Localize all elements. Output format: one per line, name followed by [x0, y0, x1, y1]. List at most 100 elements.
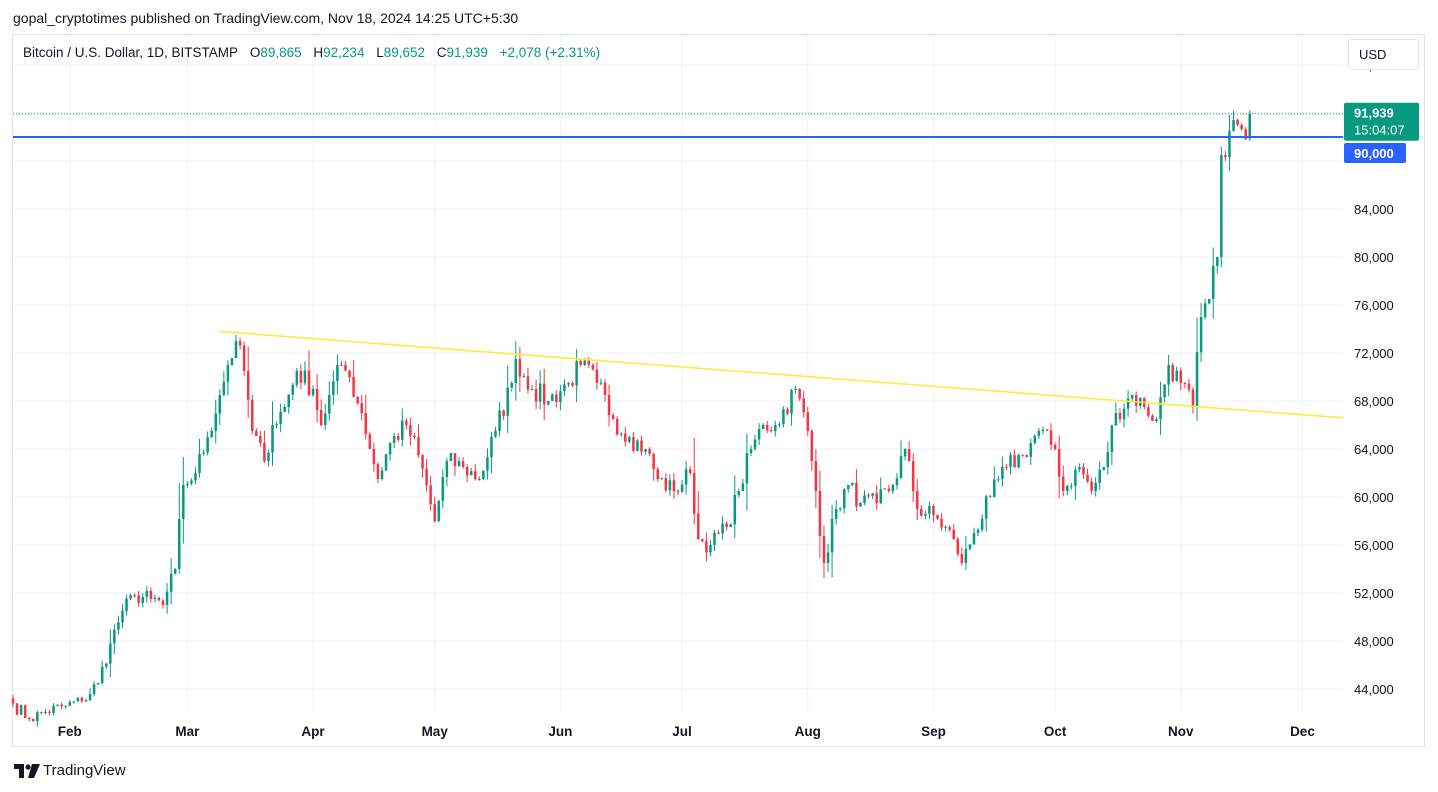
candle-body	[1114, 413, 1118, 426]
candle-body	[518, 359, 522, 377]
candle-body	[838, 508, 842, 510]
candle-body	[1102, 467, 1106, 470]
candle-body	[125, 598, 128, 611]
candle-body	[551, 394, 554, 401]
candle-body	[603, 382, 607, 396]
candle-body	[794, 389, 797, 391]
trendline	[219, 330, 1344, 419]
candle-body	[453, 453, 457, 467]
candle-body	[1122, 408, 1126, 420]
candle-body	[583, 360, 586, 365]
open-value: 89,865	[260, 45, 302, 60]
candle-body	[834, 509, 838, 519]
candle-body	[1220, 155, 1223, 257]
symbol-title[interactable]: Bitcoin / U.S. Dollar, 1D, BITSTAMP	[23, 45, 239, 60]
candle-body	[279, 411, 282, 425]
low-label: L	[376, 45, 384, 60]
candle-body	[401, 420, 404, 440]
candle-body	[1151, 415, 1154, 421]
y-tick-label: 76,000	[1354, 298, 1394, 313]
candle-body	[1224, 155, 1227, 158]
candle-body	[1211, 265, 1215, 299]
candle-body	[680, 484, 684, 492]
candle-body	[920, 509, 923, 516]
candle-body	[76, 697, 80, 702]
candle-body	[417, 437, 420, 455]
candle-body	[607, 395, 611, 416]
candle-body	[1070, 485, 1073, 487]
candle-body	[1240, 125, 1243, 130]
candle-body	[980, 518, 984, 530]
candle-body	[668, 480, 672, 491]
candle-body	[1203, 303, 1207, 317]
candle-body	[903, 449, 907, 457]
candle-body	[782, 409, 785, 425]
candle-body	[542, 383, 546, 405]
candle-body	[672, 480, 676, 491]
chart-overlays: 91,939 15:04:07 90,000	[13, 102, 1419, 419]
candle-body	[1017, 454, 1020, 468]
x-tick-label: Oct	[1044, 724, 1067, 739]
high-label: H	[313, 45, 324, 60]
candle-body	[717, 532, 720, 534]
last-price-label: 91,939	[1354, 106, 1394, 121]
chart-grid	[13, 35, 1343, 713]
candle-body	[559, 391, 562, 402]
candle-body	[883, 488, 887, 490]
candle-body	[741, 483, 745, 491]
candle-body	[1078, 467, 1081, 470]
last-price-tag	[1344, 102, 1419, 141]
candle-body	[948, 527, 951, 530]
candle-body	[425, 468, 428, 486]
x-tick-label: Jun	[548, 724, 572, 739]
candle-body	[745, 453, 749, 484]
candle-body	[891, 485, 895, 492]
candle-body	[737, 491, 741, 496]
candle-body	[636, 440, 639, 451]
candle-body	[283, 407, 286, 412]
candle-body	[936, 515, 939, 519]
candle-body	[656, 469, 659, 479]
candle-body	[765, 425, 769, 431]
candle-body	[186, 483, 189, 485]
candle-body	[810, 431, 814, 462]
candle-body	[1155, 419, 1158, 421]
candle-body	[733, 495, 737, 525]
candle-body	[1098, 469, 1101, 483]
candle-body	[259, 436, 262, 443]
candle-body	[761, 425, 765, 430]
chart-frame	[12, 34, 1425, 747]
candle-body	[1106, 451, 1110, 467]
candle-body	[611, 415, 615, 419]
candle-body	[786, 409, 789, 414]
tradingview-logo-icon	[14, 763, 40, 778]
candle-body	[956, 539, 960, 555]
candle-body	[697, 513, 700, 539]
candle-body	[538, 383, 542, 402]
candle-body	[222, 381, 226, 395]
candle-body	[141, 596, 145, 603]
bar-countdown-label: 15:04:07	[1354, 123, 1405, 138]
candle-body	[165, 591, 169, 605]
candle-body	[555, 394, 558, 402]
candle-body	[648, 449, 651, 454]
currency-button[interactable]: USD	[1348, 39, 1419, 70]
candle-body	[879, 489, 883, 503]
candle-body	[798, 389, 801, 399]
candle-body	[328, 395, 331, 414]
candle-body	[340, 364, 343, 366]
candle-body	[1167, 365, 1170, 385]
close-value: 91,939	[446, 45, 488, 60]
candle-body	[587, 360, 591, 365]
candle-body	[579, 361, 582, 365]
candle-body	[449, 453, 453, 461]
candle-body	[709, 545, 712, 553]
candle-body	[242, 345, 246, 371]
candle-body	[567, 383, 570, 385]
candle-body	[457, 461, 461, 467]
candle-body	[928, 505, 931, 514]
candle-body	[692, 473, 696, 514]
candle-body	[757, 429, 761, 440]
candle-body	[1187, 383, 1191, 390]
